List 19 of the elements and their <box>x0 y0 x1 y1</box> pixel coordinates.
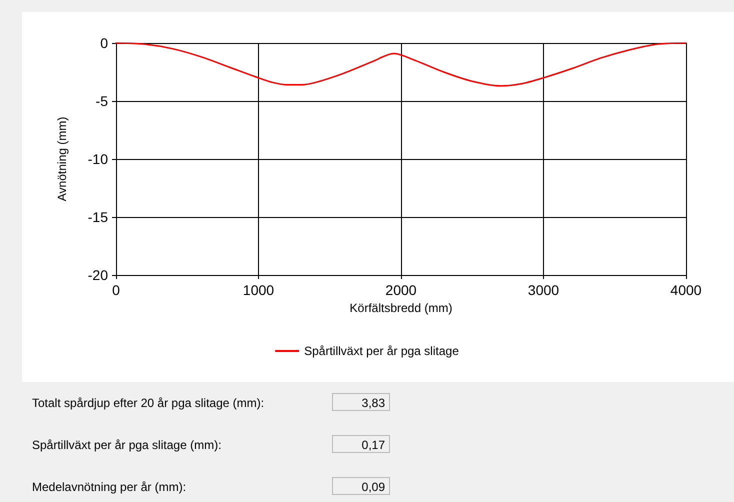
legend-label: Spårtillväxt per år pga slitage <box>304 344 460 358</box>
y-tick-label: 0 <box>100 35 108 51</box>
text: 0,09 <box>332 477 390 495</box>
x-axis-title: Körfältsbredd (mm) <box>350 300 452 315</box>
text: 0,17 <box>332 435 390 453</box>
x-tick-label: 3000 <box>528 282 560 298</box>
text: Medelavnötning per år (mm): <box>32 480 186 494</box>
text: 3,83 <box>332 393 390 411</box>
text: Spårtillväxt per år pga slitage (mm): <box>32 438 222 452</box>
x-tick-label: 2000 <box>385 282 417 298</box>
x-tick-label: 1000 <box>242 282 274 298</box>
y-tick-label: -10 <box>88 151 108 167</box>
text: Totalt spårdjup efter 20 år pga slitage (mm): <box>32 396 264 410</box>
y-tick-label: -5 <box>96 93 108 109</box>
y-tick-label: -20 <box>88 267 108 283</box>
x-tick-label: 0 <box>112 282 120 298</box>
y-axis-title: Avnötning (mm) <box>55 116 69 202</box>
x-tick-label: 4000 <box>670 282 702 298</box>
y-tick-label: -15 <box>88 209 108 225</box>
